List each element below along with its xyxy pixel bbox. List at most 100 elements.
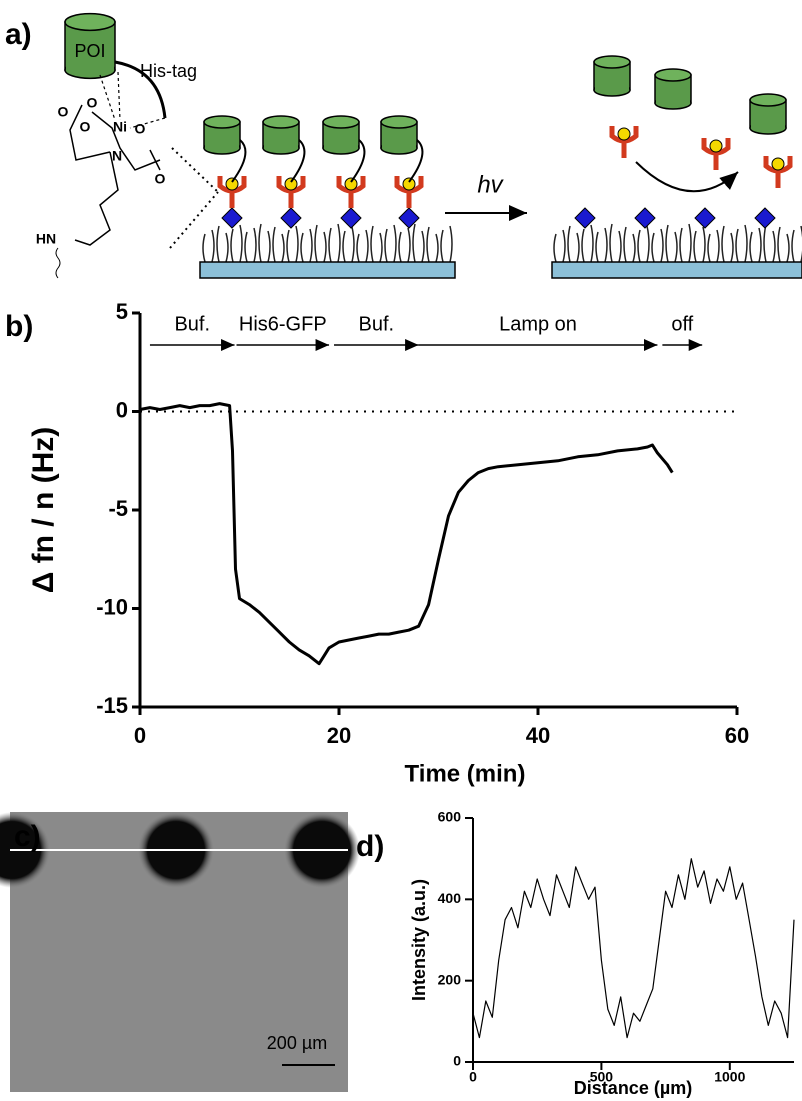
brush bbox=[272, 226, 276, 263]
brush bbox=[365, 229, 369, 263]
brush bbox=[286, 229, 290, 263]
poi-label: POI bbox=[74, 41, 105, 61]
tether bbox=[231, 139, 247, 183]
panel-label: b) bbox=[5, 310, 33, 343]
ligand bbox=[709, 139, 723, 153]
cylinder-top bbox=[380, 115, 418, 129]
brush bbox=[567, 225, 571, 263]
ligand bbox=[771, 157, 785, 171]
brush bbox=[674, 231, 678, 263]
brush bbox=[356, 233, 360, 263]
brush bbox=[407, 227, 411, 263]
data-line bbox=[472, 858, 795, 1039]
tether bbox=[350, 139, 366, 183]
atom-label: N bbox=[112, 148, 122, 164]
brush bbox=[581, 228, 585, 263]
y-tick-label: 0 bbox=[453, 1053, 461, 1069]
atom-label: O bbox=[87, 95, 98, 111]
substrate bbox=[199, 261, 456, 279]
annotation-label: Buf. bbox=[174, 313, 210, 335]
antibody bbox=[336, 176, 366, 208]
brush bbox=[679, 227, 683, 263]
scale-bar-label: 200 µm bbox=[267, 1033, 327, 1053]
x-tick-label: 40 bbox=[526, 723, 550, 748]
brush bbox=[435, 233, 439, 263]
brush bbox=[258, 223, 262, 263]
brush bbox=[618, 230, 622, 263]
brush bbox=[328, 227, 332, 263]
annotation-label: His6-GFP bbox=[239, 313, 327, 335]
x-tick-label: 500 bbox=[590, 1069, 614, 1085]
brush bbox=[786, 233, 790, 263]
brush bbox=[253, 227, 257, 263]
antibody bbox=[394, 176, 424, 208]
brush bbox=[421, 230, 425, 263]
brush bbox=[267, 230, 271, 263]
x-tick-label: 20 bbox=[327, 723, 351, 748]
brush bbox=[651, 232, 655, 263]
atom-label: O bbox=[135, 121, 146, 137]
ligand bbox=[617, 127, 631, 141]
chem-bonds bbox=[69, 104, 161, 246]
anchor bbox=[754, 207, 776, 229]
anchor bbox=[574, 207, 596, 229]
brush bbox=[660, 228, 664, 263]
brush bbox=[721, 225, 725, 263]
cylinder-top bbox=[654, 68, 692, 82]
brush bbox=[337, 223, 341, 263]
brush bbox=[735, 228, 739, 263]
y-tick-label: 0 bbox=[116, 397, 128, 422]
brush bbox=[562, 229, 566, 263]
brush bbox=[216, 225, 220, 263]
brush bbox=[342, 230, 346, 263]
brush bbox=[202, 233, 206, 263]
brush bbox=[449, 225, 453, 263]
brush bbox=[225, 232, 229, 263]
brush bbox=[211, 229, 215, 263]
anchor bbox=[221, 207, 243, 229]
brush bbox=[281, 233, 285, 263]
brush bbox=[772, 230, 776, 263]
brush bbox=[295, 225, 299, 263]
cylinder-top bbox=[203, 115, 241, 129]
cylinder-top bbox=[64, 12, 116, 32]
antibody bbox=[609, 126, 639, 158]
antibody bbox=[276, 176, 306, 208]
anchor bbox=[340, 207, 362, 229]
brush bbox=[384, 228, 388, 263]
cylinder-top bbox=[593, 55, 631, 69]
brush bbox=[553, 233, 557, 263]
release-arrow bbox=[635, 161, 739, 193]
atom-label: O bbox=[155, 171, 166, 187]
y-tick-label: 5 bbox=[116, 299, 128, 324]
brush bbox=[758, 227, 762, 263]
y-tick-label: -10 bbox=[96, 594, 128, 619]
brush bbox=[609, 223, 613, 263]
brush bbox=[351, 226, 355, 263]
brush bbox=[749, 231, 753, 263]
cylinder-top bbox=[262, 115, 300, 129]
ligand bbox=[225, 177, 239, 191]
x-tick-label: 1000 bbox=[714, 1069, 745, 1085]
anchor bbox=[398, 207, 420, 229]
brush bbox=[393, 224, 397, 263]
brush bbox=[702, 226, 706, 263]
brush bbox=[309, 228, 313, 263]
wavy bbox=[55, 247, 61, 279]
data-line bbox=[139, 402, 674, 666]
brush bbox=[688, 223, 692, 263]
brush bbox=[730, 232, 734, 263]
brush bbox=[398, 231, 402, 263]
panel-label: a) bbox=[5, 18, 32, 51]
antibody bbox=[763, 156, 793, 188]
antibody bbox=[217, 176, 247, 208]
ligand bbox=[344, 177, 358, 191]
anchor bbox=[634, 207, 656, 229]
anchor bbox=[280, 207, 302, 229]
brush bbox=[707, 233, 711, 263]
his-tag-label: His-tag bbox=[140, 61, 197, 81]
atom-label: O bbox=[58, 104, 69, 120]
zoom-lines bbox=[169, 147, 219, 249]
brush bbox=[604, 227, 608, 263]
brush bbox=[244, 231, 248, 263]
